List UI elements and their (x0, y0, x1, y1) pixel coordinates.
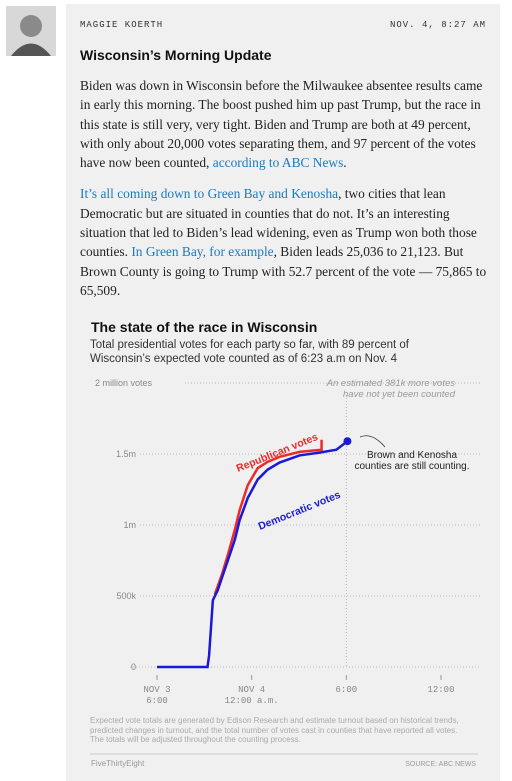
post-title: Wisconsin’s Morning Update (80, 47, 272, 63)
source: SOURCE: ABC NEWS (405, 761, 476, 768)
text-line: counties are still counting. (354, 461, 469, 472)
label-bg (93, 377, 183, 389)
annotation: Brown and Kenosha counties are still coun… (354, 450, 469, 472)
text-line: 6:00 (336, 685, 358, 695)
avatar (6, 6, 56, 56)
text: , Biden leads 25,036 to 21,123. But Brow… (80, 244, 487, 298)
series-line (213, 439, 323, 596)
credit: FiveThirtyEight (91, 759, 145, 768)
text: , two cities that lean Democratic but ar… (80, 186, 477, 260)
annotation-arrow (359, 435, 386, 448)
post-card: MAGGIE KOERTH NOV. 4, 8:27 AM Wisconsin’… (66, 4, 500, 781)
text-line: Brown and Kenosha (367, 450, 458, 461)
timestamp: NOV. 4, 8:27 AM (389, 20, 486, 30)
subtitle-box: Total presidential votes for each party … (90, 339, 409, 365)
series-label: Republican votes (235, 431, 320, 475)
chart-title: The state of the race in Wisconsin (91, 319, 317, 335)
x-tick-label: NOV 3 6:00 (143, 685, 170, 706)
post-body: Biden was down in Wisconsin before the M… (80, 76, 492, 312)
series-label: Democratic votes (257, 489, 343, 533)
text-line: NOV 4 (238, 685, 265, 695)
y-tick-label: 2 million votes (95, 378, 153, 388)
annotation: An estimated 381k more votes have not yet… (326, 378, 456, 400)
link[interactable]: according to ABC News (212, 155, 344, 171)
x-tick-label: 6:00 (336, 685, 358, 695)
paragraph: Biden was down in Wisconsin before the M… (80, 76, 492, 172)
series-line (157, 440, 349, 669)
y-tick-label: 1.5m (116, 449, 136, 459)
x-tick-label: 12:00 (427, 685, 454, 695)
paragraph: It’s all coming down to Green Bay and Ke… (80, 184, 492, 300)
text-line: 6:00 (146, 696, 168, 706)
text: Biden was down in Wisconsin before the M… (80, 78, 483, 171)
x-tick-label: NOV 4 12:00 a.m. (225, 685, 279, 706)
text: . (343, 155, 347, 171)
text-line: 12:00 (427, 685, 454, 695)
author[interactable]: MAGGIE KOERTH (80, 20, 164, 30)
y-tick-label: 1m (123, 520, 136, 530)
avatar-image (6, 6, 56, 56)
chart-subtitle: Total presidential votes for each party … (90, 339, 409, 365)
text-line: An estimated 381k more votes (326, 378, 456, 389)
text-line: 12:00 a.m. (225, 696, 279, 706)
link[interactable]: It’s all coming down to Green Bay and Ke… (80, 186, 339, 202)
link[interactable]: In Green Bay, for example (131, 244, 274, 260)
y-tick-label: 0 (131, 662, 136, 672)
y-tick-label: 500k (116, 591, 136, 601)
end-dot (343, 437, 352, 446)
text-line: NOV 3 (143, 685, 170, 695)
text-line: have not yet been counted (343, 389, 456, 400)
note-box: Expected vote totals are generated by Ed… (90, 716, 459, 744)
chart-note: Expected vote totals are generated by Ed… (90, 716, 459, 744)
